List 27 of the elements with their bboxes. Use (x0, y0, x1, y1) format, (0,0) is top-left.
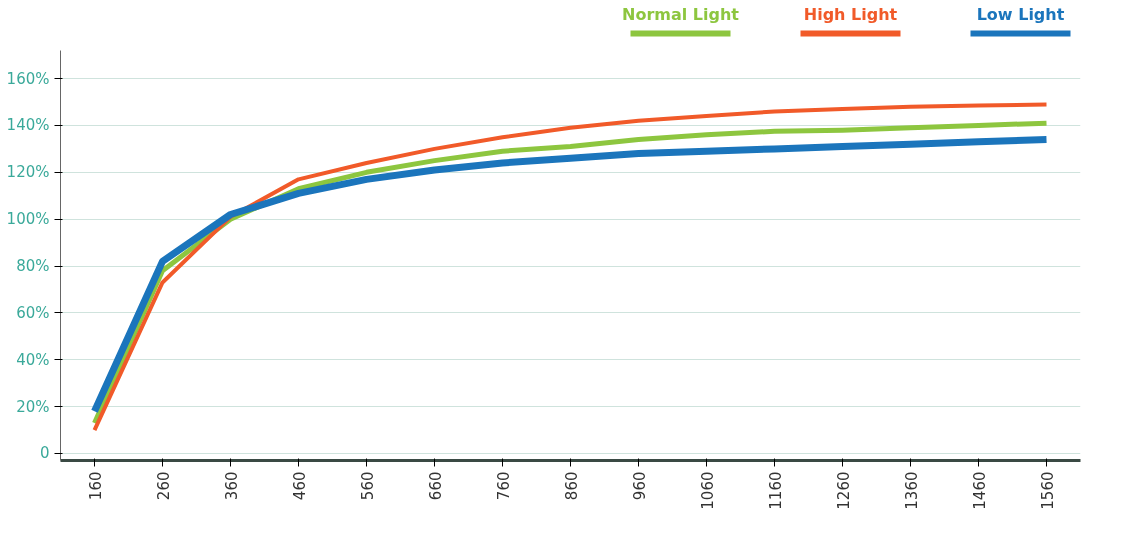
x-tick-label: 360 (222, 471, 241, 501)
y-tick-label: 160% (6, 69, 50, 88)
x-tick-label: 960 (630, 471, 649, 501)
x-tick-label: 660 (426, 471, 445, 501)
x-tick-label: 460 (290, 471, 309, 501)
x-tick-label: 1360 (902, 471, 921, 510)
y-tick-label: 120% (6, 163, 50, 182)
x-tick-label: 860 (562, 471, 581, 501)
x-tick-label: 760 (494, 471, 513, 501)
x-tick-label: 260 (154, 471, 173, 501)
x-tick-label: 1460 (970, 471, 989, 510)
x-tick-label: 1260 (834, 471, 853, 510)
text: Normal Light (622, 4, 740, 24)
text: High Light (803, 4, 898, 24)
y-tick-label: 0 (39, 444, 50, 463)
text: Low Light (976, 4, 1065, 24)
y-tick-label: 140% (6, 116, 50, 135)
x-tick-label: 1160 (766, 471, 785, 510)
x-tick-label: 160 (86, 471, 105, 501)
y-tick-label: 100% (6, 210, 50, 229)
y-tick-label: 20% (16, 397, 50, 416)
x-tick-label: 560 (358, 471, 377, 501)
x-tick-label: 1560 (1038, 471, 1057, 510)
y-tick-label: 60% (16, 303, 50, 322)
y-tick-label: 80% (16, 257, 50, 276)
y-tick-label: 40% (16, 350, 50, 369)
x-tick-label: 1060 (698, 471, 717, 510)
